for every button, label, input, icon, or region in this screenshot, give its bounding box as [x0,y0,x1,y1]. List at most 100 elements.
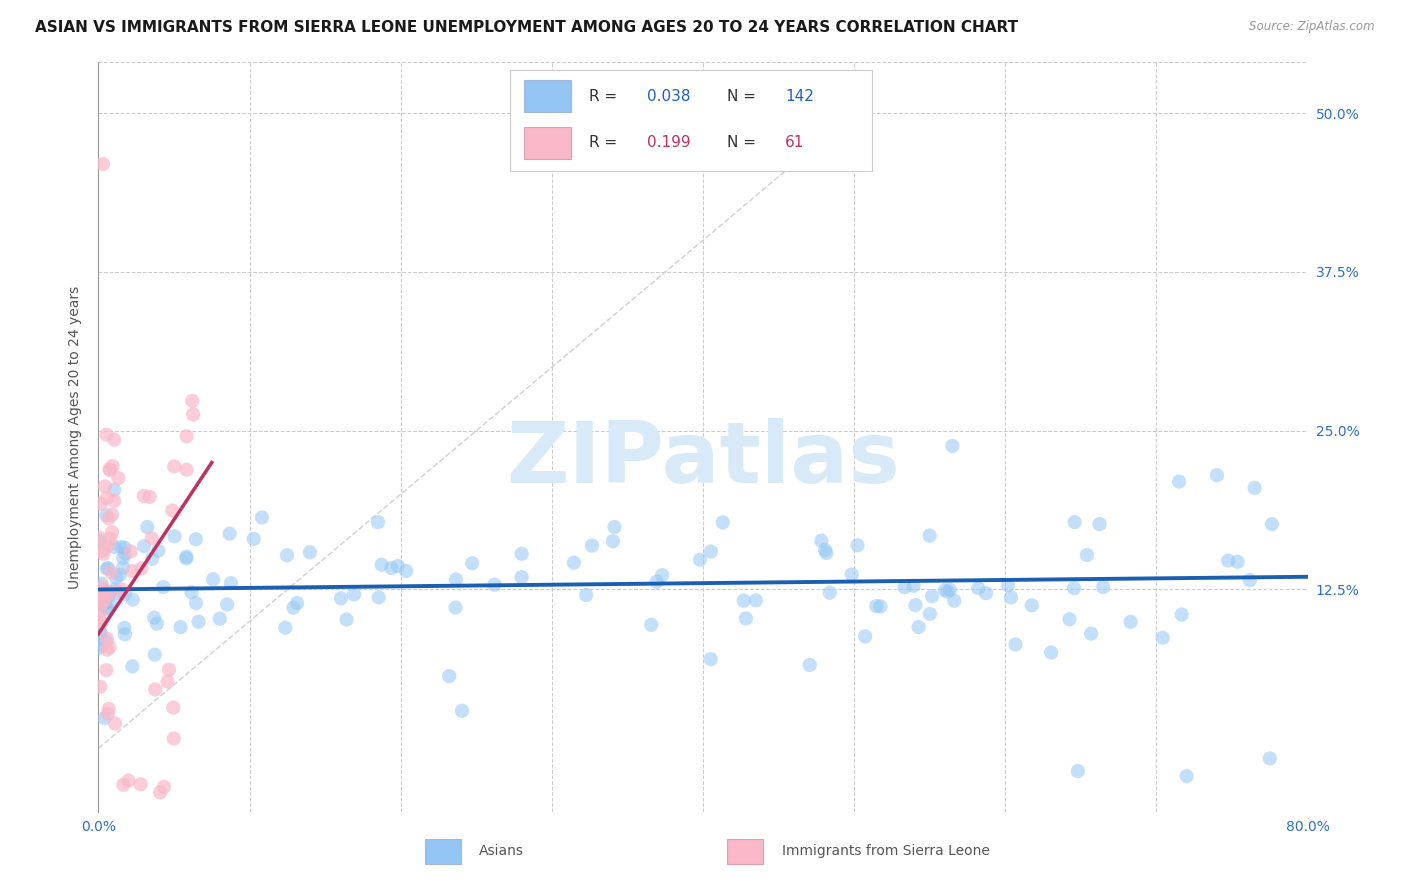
Point [921,589,943,603]
Text: ZIPatlas: ZIPatlas [506,418,900,501]
Point [98,462,121,476]
Point [367,515,389,529]
Point [242,532,264,546]
Point [510,547,533,561]
Point [865,599,887,613]
Point [96,632,118,646]
Point [101,585,124,599]
Point [90,627,112,641]
Point [107,471,129,485]
Point [149,785,172,799]
Text: Source: ZipAtlas.com: Source: ZipAtlas.com [1250,20,1375,33]
Point [918,529,941,543]
Point [108,587,131,601]
Point [169,620,191,634]
Point [98,640,121,654]
Point [94,479,117,493]
Point [93,594,115,608]
Point [120,544,142,558]
Point [96,663,118,677]
Point [904,598,927,612]
Point [1175,769,1198,783]
Point [114,547,136,561]
Point [93,599,115,613]
Point [91,544,114,558]
Point [132,539,155,553]
Point [1088,517,1111,532]
Point [163,731,186,746]
Point [1239,573,1261,587]
Point [1258,751,1281,765]
Point [814,543,837,558]
Point [699,652,721,666]
Point [941,439,963,453]
Point [89,590,111,604]
Point [176,551,198,566]
Point [90,589,112,603]
Point [1261,517,1284,532]
Point [101,458,124,473]
Point [114,541,136,555]
Point [846,538,869,552]
Point [101,508,124,522]
Point [103,433,125,447]
Point [93,582,115,597]
Point [152,580,174,594]
Point [146,616,169,631]
Point [818,585,841,599]
Point [202,572,225,586]
Point [104,582,127,596]
Point [645,574,668,589]
Point [90,637,112,651]
Point [853,629,876,643]
Point [1063,515,1085,529]
Point [733,593,755,607]
Point [815,546,838,560]
Point [89,604,111,618]
Point [903,579,925,593]
Point [187,615,209,629]
Point [89,624,111,639]
Point [90,497,112,511]
Point [132,489,155,503]
Point [274,621,297,635]
Point [98,595,121,609]
Point [208,612,231,626]
Point [283,600,305,615]
Point [1076,548,1098,562]
Y-axis label: Unemployment Among Ages 20 to 24 years: Unemployment Among Ages 20 to 24 years [69,285,83,589]
Point [869,599,891,614]
Point [96,491,118,505]
Point [97,511,120,525]
Point [250,510,273,524]
Point [1080,626,1102,640]
Point [112,778,135,792]
Point [276,548,298,562]
Point [96,634,118,648]
Point [285,596,308,610]
Point [602,534,624,549]
Point [484,577,506,591]
Point [689,553,711,567]
Point [94,600,117,615]
Point [89,680,111,694]
Point [162,700,184,714]
Point [98,532,121,546]
Point [121,592,143,607]
Point [461,556,484,570]
Point [343,587,366,601]
Point [136,520,159,534]
Point [176,549,198,564]
Point [581,539,603,553]
Point [893,580,915,594]
Point [112,551,135,566]
Point [640,617,662,632]
Point [219,576,242,591]
Point [89,533,111,548]
Point [444,573,467,587]
Point [101,525,124,540]
Point [89,640,111,655]
Point [181,393,204,408]
Point [181,408,204,422]
Point [114,627,136,641]
